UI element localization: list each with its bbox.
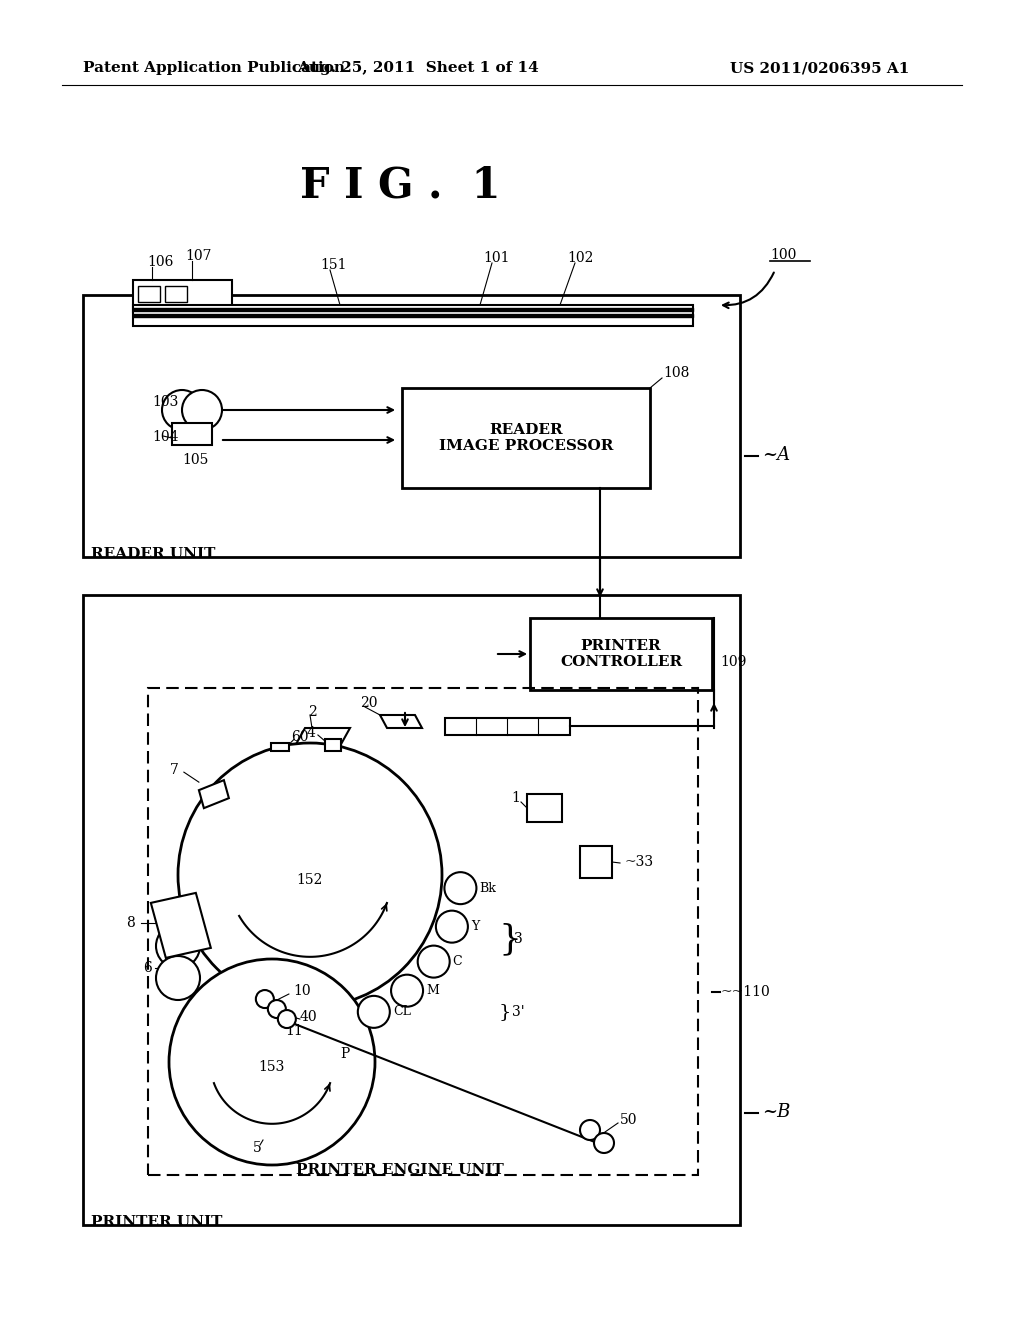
Text: 151: 151	[319, 257, 346, 272]
Text: 4: 4	[306, 726, 315, 741]
Text: 20: 20	[360, 696, 378, 710]
Circle shape	[182, 389, 222, 430]
Bar	[445, 718, 570, 735]
Text: READER UNIT: READER UNIT	[91, 546, 215, 561]
Text: 1: 1	[511, 791, 520, 805]
Circle shape	[278, 1010, 296, 1028]
Bar	[580, 846, 612, 878]
Text: 3': 3'	[512, 1005, 525, 1019]
Circle shape	[156, 924, 200, 968]
Bar	[148, 688, 698, 1175]
Text: ~A: ~A	[762, 446, 791, 465]
Bar	[165, 286, 187, 302]
Text: ~~110: ~~110	[720, 985, 770, 999]
Text: 153: 153	[259, 1060, 286, 1074]
Text: C: C	[453, 956, 462, 968]
Bar	[83, 595, 740, 1225]
Text: 8: 8	[126, 916, 135, 929]
Bar	[138, 286, 160, 302]
Text: Aug. 25, 2011  Sheet 1 of 14: Aug. 25, 2011 Sheet 1 of 14	[297, 61, 539, 75]
Text: READER
IMAGE PROCESSOR: READER IMAGE PROCESSOR	[439, 422, 613, 453]
Bar	[133, 280, 232, 312]
Bar	[530, 618, 712, 690]
Bar	[270, 743, 289, 751]
Text: 5: 5	[253, 1140, 261, 1155]
Text: M: M	[426, 985, 439, 997]
Text: PRINTER
CONTROLLER: PRINTER CONTROLLER	[560, 639, 682, 669]
Text: 11: 11	[285, 1024, 303, 1038]
Circle shape	[178, 743, 442, 1007]
Text: 101: 101	[483, 251, 510, 265]
Text: 107: 107	[185, 249, 212, 263]
Bar	[133, 305, 693, 326]
Bar	[83, 294, 740, 557]
Text: 10: 10	[293, 983, 310, 998]
Text: 108: 108	[663, 366, 689, 380]
Text: Patent Application Publication: Patent Application Publication	[83, 61, 345, 75]
Text: ~33: ~33	[624, 855, 653, 869]
Polygon shape	[295, 729, 350, 746]
Circle shape	[268, 1001, 286, 1018]
Text: 100: 100	[770, 248, 797, 261]
Text: 102: 102	[567, 251, 593, 265]
Text: 50: 50	[620, 1113, 638, 1127]
Text: 109: 109	[720, 655, 746, 669]
Text: PRINTER UNIT: PRINTER UNIT	[91, 1214, 222, 1229]
Text: }: }	[499, 923, 521, 957]
Circle shape	[444, 873, 476, 904]
Text: 60: 60	[291, 730, 308, 744]
Bar	[402, 388, 650, 488]
Polygon shape	[199, 780, 229, 808]
Text: Bk: Bk	[479, 882, 497, 895]
Bar	[325, 739, 341, 751]
Text: 105: 105	[182, 453, 208, 467]
Text: 103: 103	[152, 395, 178, 409]
Text: 104: 104	[152, 430, 178, 444]
Text: Y: Y	[471, 920, 479, 933]
Text: }: }	[499, 1003, 511, 1020]
Text: 152: 152	[297, 873, 324, 887]
Text: US 2011/0206395 A1: US 2011/0206395 A1	[730, 61, 909, 75]
Polygon shape	[380, 715, 422, 729]
Polygon shape	[151, 892, 211, 958]
Text: 106: 106	[147, 255, 173, 269]
Circle shape	[594, 1133, 614, 1152]
Text: 2: 2	[308, 705, 316, 719]
Circle shape	[357, 995, 390, 1028]
Circle shape	[169, 960, 375, 1166]
Text: 40: 40	[300, 1010, 317, 1024]
Text: ~B: ~B	[762, 1104, 791, 1121]
Bar	[172, 422, 212, 445]
Circle shape	[156, 956, 200, 1001]
Text: 3: 3	[514, 932, 523, 946]
Circle shape	[580, 1119, 600, 1140]
Text: F I G .  1: F I G . 1	[300, 164, 501, 206]
Circle shape	[418, 945, 450, 978]
Text: P: P	[340, 1047, 349, 1061]
Circle shape	[256, 990, 273, 1008]
Text: PRINTER ENGINE UNIT: PRINTER ENGINE UNIT	[296, 1163, 504, 1177]
Text: 7: 7	[169, 763, 178, 777]
Circle shape	[162, 389, 202, 430]
Circle shape	[436, 911, 468, 942]
Text: CL: CL	[393, 1006, 411, 1018]
Text: 6: 6	[143, 961, 152, 975]
Circle shape	[391, 974, 423, 1007]
Bar	[527, 795, 562, 822]
